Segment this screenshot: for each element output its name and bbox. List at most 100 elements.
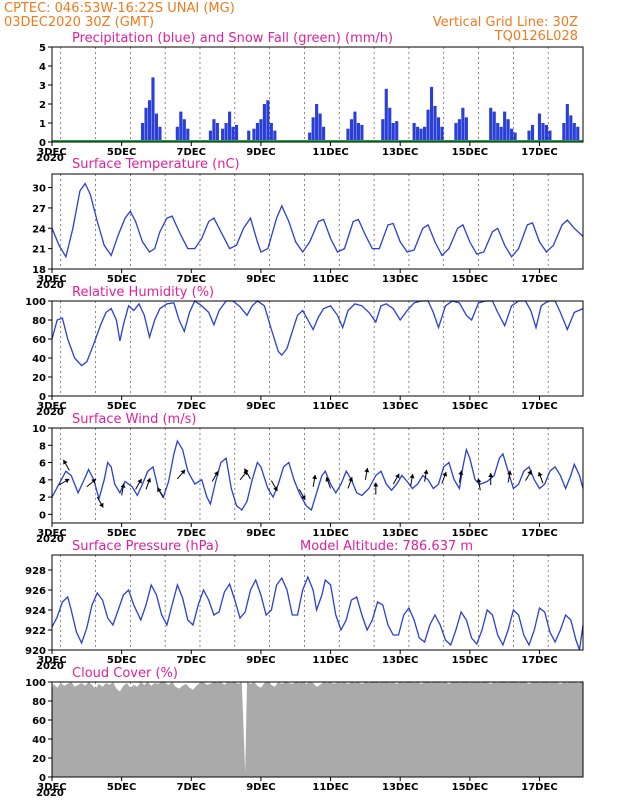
wind-arrow-head — [527, 470, 532, 476]
y-tick-label: 922 — [25, 626, 46, 637]
wind-arrow — [120, 483, 126, 496]
y-tick-label: 40 — [32, 735, 46, 746]
precip-bar — [315, 104, 319, 142]
precip-bar — [231, 126, 235, 142]
wind-arrow — [476, 478, 482, 491]
series-line — [51, 575, 584, 651]
y-tick-label: 80 — [32, 697, 46, 708]
y-tick-label: 30 — [32, 184, 46, 195]
wind-arrow — [86, 478, 97, 488]
wind-arrow-head — [442, 471, 448, 477]
precip-bar — [419, 128, 423, 142]
wind-arrow-head — [325, 477, 331, 482]
precip-bar — [576, 126, 580, 142]
x-tick-label: 7DEC — [177, 401, 206, 412]
header-grid-note: Vertical Grid Line: 30Z — [433, 15, 578, 30]
x-tick-label: 3DEC — [37, 401, 66, 412]
header-location: CPTEC: 046:53W-16:22S UNAI (MG) — [4, 1, 235, 16]
y-tick-label: 1 — [39, 119, 46, 130]
wind-arrow-head — [409, 474, 415, 479]
y-tick-label: 100 — [25, 678, 46, 689]
wind-arrow — [507, 470, 512, 483]
precip-bar — [503, 111, 507, 142]
panel-frame — [51, 681, 584, 778]
precip-bar — [492, 111, 496, 142]
precip-bar — [247, 130, 251, 142]
wind-arrow — [423, 469, 429, 482]
x-tick-label: 7DEC — [177, 147, 206, 158]
wind-arrow — [364, 467, 370, 480]
wind-arrow — [270, 480, 278, 492]
wind-arrow-head — [488, 473, 494, 477]
x-tick-label: 7DEC — [177, 274, 206, 285]
wind-arrow-head — [312, 474, 317, 480]
wind-arrow — [135, 478, 143, 490]
y-tick-label: 100 — [25, 297, 46, 308]
wind-arrow-head — [423, 469, 429, 475]
precip-bar — [224, 123, 228, 142]
precip-bar — [255, 123, 260, 142]
y-tick-label: 920 — [25, 646, 46, 657]
x-tick-label: 13DEC — [382, 655, 418, 666]
wind-arrow-head — [214, 471, 219, 476]
precip-bar — [151, 77, 155, 142]
precip-bar — [429, 86, 434, 142]
x-tick-label: 3DEC — [37, 528, 66, 539]
y-tick-label: 924 — [25, 606, 46, 617]
y-tick-label: 6 — [39, 459, 46, 470]
panel-6: Cloud Cover (%) 0 20 40 60 80 100 3DEC 5DEC 7DEC 9… — [25, 666, 584, 799]
y-tick-label: 24 — [32, 224, 46, 235]
precip-bar — [572, 123, 576, 142]
y-tick-label: 926 — [25, 586, 46, 597]
precip-bar — [186, 128, 190, 142]
wind-arrow — [325, 477, 332, 489]
precip-bar — [388, 107, 392, 142]
wind-arrow-head — [364, 468, 370, 473]
y-tick-label: 5 — [39, 43, 46, 54]
wind-arrow — [537, 471, 544, 484]
x-tick-label: 17DEC — [521, 528, 557, 539]
wind-arrow — [392, 473, 400, 485]
series-line — [51, 182, 584, 259]
x-tick-label: 3DEC — [37, 274, 66, 285]
precip-bar — [436, 117, 441, 142]
x-tick-label: 13DEC — [382, 274, 418, 285]
wind-arrow — [244, 468, 251, 480]
precip-bar — [381, 119, 385, 142]
x-tick-label: 11DEC — [312, 655, 348, 666]
y-tick-label: 2 — [39, 100, 46, 111]
precip-bar — [391, 123, 395, 142]
precip-bar — [234, 124, 239, 142]
x-tick-label: 5DEC — [107, 655, 136, 666]
precip-bar — [565, 104, 569, 142]
precip-bar — [440, 126, 444, 142]
y-tick-label: 0 — [39, 510, 46, 521]
precip-bar — [384, 88, 388, 142]
x-tick-label: 11DEC — [312, 401, 348, 412]
wind-arrow — [58, 478, 70, 486]
wind-arrow-head — [476, 478, 482, 483]
x-tick-label: 3DEC — [37, 655, 66, 666]
precip-bar — [506, 119, 510, 142]
x-tick-label: 15DEC — [452, 528, 488, 539]
wind-arrow — [458, 470, 464, 483]
panel-frame — [51, 173, 584, 270]
precip-bar — [353, 111, 357, 142]
precip-bar — [530, 124, 535, 142]
precip-bar — [308, 132, 312, 142]
x-year-label: 2020 — [36, 407, 64, 418]
precip-bar — [395, 121, 399, 142]
precip-bar — [562, 123, 566, 142]
precip-bar — [416, 126, 420, 142]
wind-arrow-head — [348, 477, 354, 482]
x-tick-label: 17DEC — [521, 401, 557, 412]
precip-bar — [569, 115, 573, 142]
x-tick-label: 17DEC — [521, 147, 557, 158]
y-tick-label: 18 — [32, 265, 46, 276]
precip-bar — [208, 130, 212, 142]
x-tick-label: 15DEC — [452, 274, 488, 285]
precip-bar — [228, 111, 232, 142]
y-tick-label: 8 — [39, 441, 46, 452]
precip-bar — [179, 111, 183, 142]
